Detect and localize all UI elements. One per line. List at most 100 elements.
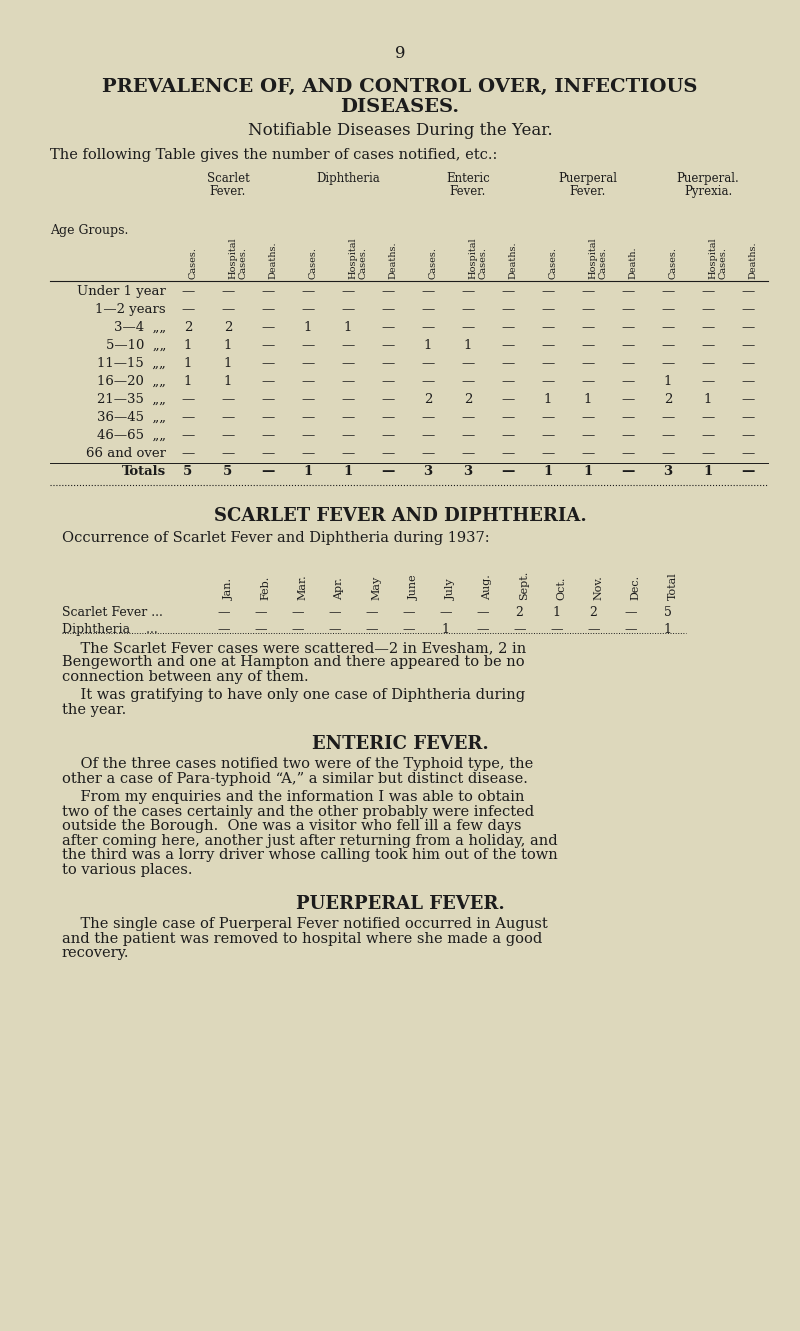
Text: —: — [622,357,634,370]
Text: —: — [582,303,594,315]
Text: 2: 2 [184,321,192,334]
Text: —: — [402,606,414,619]
Text: 1: 1 [583,465,593,478]
Text: —: — [542,303,554,315]
Text: 66 and over: 66 and over [86,447,166,461]
Text: —: — [382,285,394,298]
Text: —: — [742,339,754,351]
Text: —: — [262,429,274,442]
Text: Pyrexia.: Pyrexia. [684,185,732,198]
Text: —: — [582,411,594,425]
Text: —: — [702,285,714,298]
Text: —: — [342,357,354,370]
Text: —: — [262,465,274,478]
Text: —: — [366,606,378,619]
Text: —: — [342,339,354,351]
Text: —: — [262,321,274,334]
Text: —: — [254,606,266,619]
Text: —: — [502,393,514,406]
Text: —: — [702,447,714,461]
Text: Diphtheria: Diphtheria [316,172,380,185]
Text: —: — [366,623,378,636]
Text: 9: 9 [394,45,406,63]
Text: Feb.: Feb. [261,576,270,600]
Text: 1: 1 [543,465,553,478]
Text: July: July [446,579,455,600]
Text: —: — [422,321,434,334]
Text: Deaths.: Deaths. [748,241,757,280]
Text: —: — [262,339,274,351]
Text: —: — [382,429,394,442]
Text: —: — [302,393,314,406]
Text: 5: 5 [183,465,193,478]
Text: —: — [582,447,594,461]
Text: 2: 2 [664,393,672,406]
Text: —: — [702,357,714,370]
Text: 36—45  „„: 36—45 „„ [97,411,166,425]
Text: 1: 1 [424,339,432,351]
Text: —: — [742,411,754,425]
Text: —: — [382,465,394,478]
Text: —: — [542,411,554,425]
Text: Cases.: Cases. [668,248,677,280]
Text: —: — [542,429,554,442]
Text: to various places.: to various places. [62,862,193,877]
Text: Scarlet: Scarlet [206,172,250,185]
Text: —: — [550,623,562,636]
Text: Oct.: Oct. [557,576,566,600]
Text: —: — [502,303,514,315]
Text: —: — [302,285,314,298]
Text: The Scarlet Fever cases were scattered—2 in Evesham, 2 in: The Scarlet Fever cases were scattered—2… [62,642,526,655]
Text: 3: 3 [423,465,433,478]
Text: Enteric: Enteric [446,172,490,185]
Text: —: — [742,429,754,442]
Text: 1: 1 [224,375,232,389]
Text: Bengeworth and one at Hampton and there appeared to be no: Bengeworth and one at Hampton and there … [62,655,525,669]
Text: —: — [742,285,754,298]
Text: Mar.: Mar. [298,575,307,600]
Text: the year.: the year. [62,703,126,717]
Text: —: — [622,393,634,406]
Text: —: — [742,393,754,406]
Text: 3: 3 [463,465,473,478]
Text: Diphtheria    ...: Diphtheria ... [62,623,158,636]
Text: —: — [622,447,634,461]
Text: 1: 1 [464,339,472,351]
Text: —: — [222,303,234,315]
Text: Dec.: Dec. [630,575,641,600]
Text: —: — [502,339,514,351]
Text: —: — [342,303,354,315]
Text: —: — [262,303,274,315]
Text: —: — [662,411,674,425]
Text: —: — [582,357,594,370]
Text: —: — [382,447,394,461]
Text: after coming here, another just after returning from a holiday, and: after coming here, another just after re… [62,835,558,848]
Text: —: — [302,411,314,425]
Text: —: — [502,357,514,370]
Text: —: — [262,375,274,389]
Text: Age Groups.: Age Groups. [50,224,128,237]
Text: —: — [582,321,594,334]
Text: —: — [262,447,274,461]
Text: —: — [254,623,266,636]
Text: —: — [382,339,394,351]
Text: 2: 2 [464,393,472,406]
Text: —: — [302,303,314,315]
Text: Sept.: Sept. [519,571,530,600]
Text: 1: 1 [184,339,192,351]
Text: —: — [662,339,674,351]
Text: —: — [462,411,474,425]
Text: —: — [291,606,304,619]
Text: —: — [742,321,754,334]
Text: June: June [409,575,418,600]
Text: 3: 3 [663,465,673,478]
Text: —: — [342,393,354,406]
Text: —: — [742,375,754,389]
Text: —: — [622,303,634,315]
Text: —: — [462,357,474,370]
Text: —: — [222,411,234,425]
Text: —: — [622,429,634,442]
Text: —: — [622,411,634,425]
Text: the third was a lorry driver whose calling took him out of the town: the third was a lorry driver whose calli… [62,848,558,862]
Text: —: — [624,623,637,636]
